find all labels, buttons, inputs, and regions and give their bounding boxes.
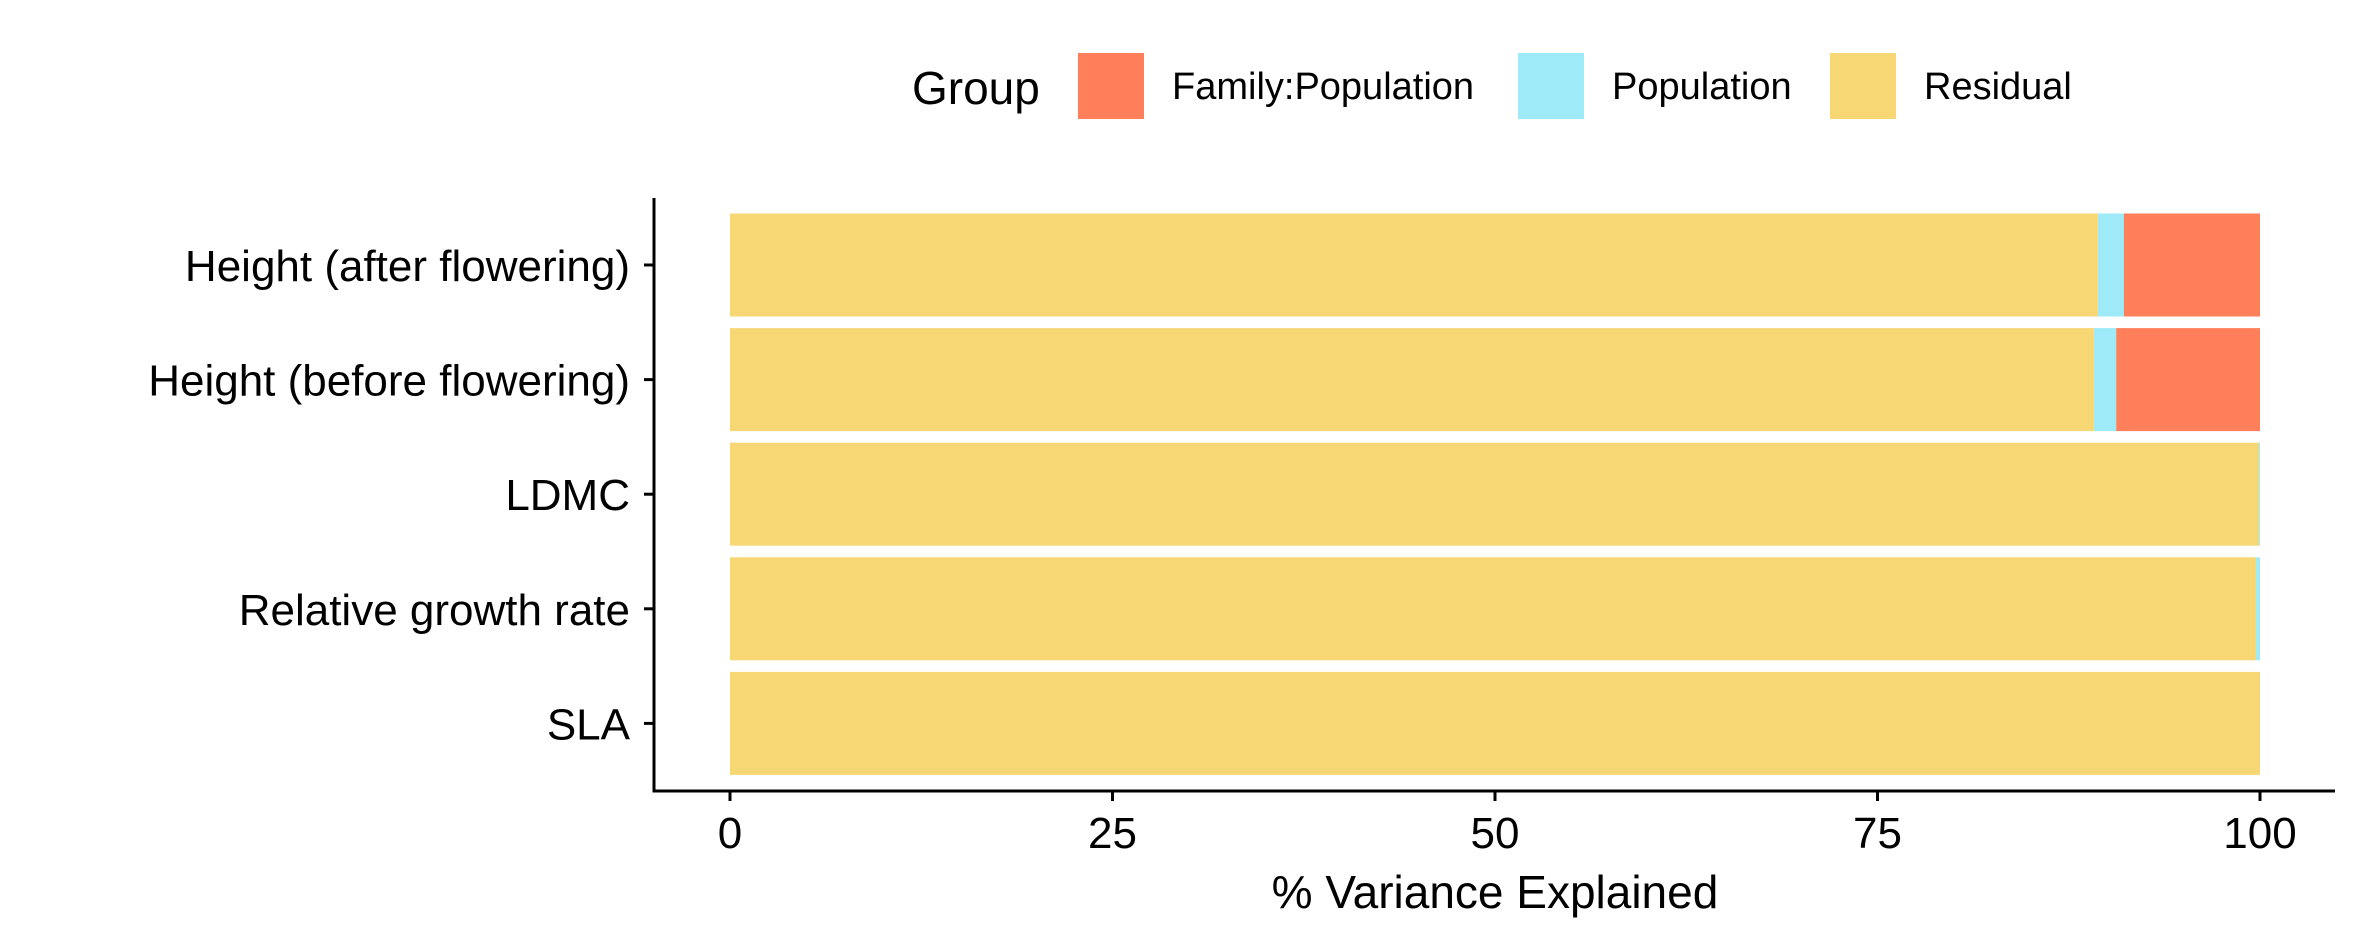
y-axis: Height (after flowering) Height (before f… xyxy=(148,198,656,793)
bar-height-after-flowering-population xyxy=(2097,213,2124,317)
x-tick-label-50: 50 xyxy=(1471,809,1520,858)
x-tick-label-100: 100 xyxy=(2223,809,2296,858)
x-axis-title: % Variance Explained xyxy=(1272,866,1719,918)
bar-ldmc-population xyxy=(2258,442,2260,546)
bar-height-before-flowering-population xyxy=(2093,328,2117,432)
x-axis: % Variance Explained 0 25 50 75 100 xyxy=(652,789,2335,918)
legend-label-residual: Residual xyxy=(1924,66,2072,108)
legend: Group Family:Population Population Residua… xyxy=(912,53,2072,119)
bar-height-before-flowering-residual xyxy=(730,328,2094,432)
legend-key-family-population xyxy=(1078,53,1144,119)
legend-label-population: Population xyxy=(1612,66,1792,108)
y-tick-label-sla: SLA xyxy=(547,700,631,749)
legend-title: Group xyxy=(912,62,1040,114)
x-tick-label-75: 75 xyxy=(1853,809,1902,858)
bar-height-after-flowering-residual xyxy=(730,213,2098,317)
y-tick-label-height-after-flowering: Height (after flowering) xyxy=(185,242,630,291)
bar-relative-growth-rate-residual xyxy=(730,557,2256,661)
bar-height-before-flowering-family-population xyxy=(2116,328,2260,432)
y-tick-label-ldmc: LDMC xyxy=(505,471,630,520)
x-tick-label-25: 25 xyxy=(1088,809,1137,858)
legend-label-family-population: Family:Population xyxy=(1172,66,1474,108)
bar-ldmc-residual xyxy=(730,442,2259,546)
legend-key-population xyxy=(1518,53,1584,119)
bars xyxy=(730,213,2260,775)
bar-relative-growth-rate-population xyxy=(2255,557,2260,661)
legend-key-residual xyxy=(1830,53,1896,119)
y-tick-label-relative-growth-rate: Relative growth rate xyxy=(239,586,630,635)
y-tick-label-height-before-flowering: Height (before flowering) xyxy=(148,357,630,406)
x-tick-label-0: 0 xyxy=(718,809,742,858)
bar-height-after-flowering-family-population xyxy=(2123,213,2260,317)
bar-sla-residual xyxy=(730,671,2260,775)
